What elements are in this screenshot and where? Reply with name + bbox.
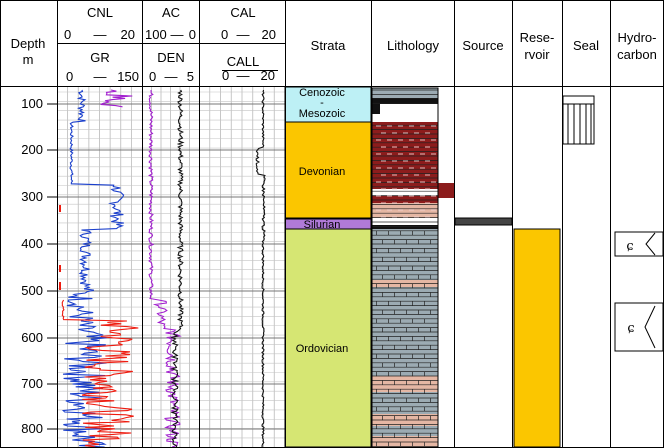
den-scale-right: 5: [187, 69, 194, 84]
label-ordovician: Ordovician: [296, 343, 349, 355]
depth-tick-200: 200: [21, 142, 43, 157]
depth-axis: 100 200 300 400 500 600 700 800: [21, 96, 57, 436]
hydrocarbon-symbol-icon: ɕ: [627, 321, 634, 336]
cnl-scale-dash: —: [94, 27, 107, 42]
gr-scale-left: 0: [66, 69, 73, 84]
depth-title: Depth: [11, 36, 46, 51]
call-label: CALL: [227, 54, 260, 69]
label-devonian: Devonian: [299, 166, 345, 178]
den-scale-dash: —: [165, 69, 178, 84]
ac-scale-dash: —: [171, 27, 184, 42]
reservoir-interval-bar: [513, 228, 561, 448]
ac-curve: [170, 89, 185, 448]
cal-curve: [255, 89, 266, 447]
header-depth: Depth m: [11, 36, 46, 67]
call-scale-left: 0: [222, 68, 229, 83]
strata-labels: Cenozoic - Mesozoic Devonian Silurian Or…: [296, 87, 349, 355]
ac-den-track-grid: [142, 87, 199, 448]
ac-scale-right: 0: [189, 27, 196, 42]
depth-tick-300: 300: [21, 189, 43, 204]
source-header: Source: [462, 38, 503, 53]
cal-label: CAL: [230, 5, 255, 20]
ac-label: AC: [162, 5, 180, 20]
header-track1: CNL 0 — 20 GR 0 — 150: [64, 5, 139, 84]
cnl-label: CNL: [87, 5, 113, 20]
seal-header: Seal: [573, 38, 599, 53]
hydrocarbon-show-lower: ɕ: [614, 302, 664, 352]
call-scale-dash: —: [237, 68, 250, 83]
depth-tick-500: 500: [21, 283, 43, 298]
depth-tick-100: 100: [21, 96, 43, 111]
depth-tick-800: 800: [21, 421, 43, 436]
hydrocarbon-header-line2: carbon: [617, 47, 657, 62]
den-scale-left: 0: [149, 69, 156, 84]
reservoir-header-line1: Rese-: [520, 30, 555, 45]
label-mesozoic: Mesozoic: [299, 108, 346, 120]
cal-call-track-grid: [199, 87, 285, 448]
stratum-ordovician: [284, 228, 372, 448]
depth-tick-600: 600: [21, 330, 43, 345]
lithology-column: [371, 87, 454, 448]
header-track3: CAL 0 — 20 CALL 0 — 20: [221, 5, 278, 83]
log-curves: [59, 89, 266, 448]
label-cenozoic-dash: -: [320, 97, 324, 109]
gr-scale-right: 150: [117, 69, 139, 84]
depth-tick-400: 400: [21, 236, 43, 251]
hydrocarbon-symbol-icon: ɕ: [626, 239, 633, 254]
cnl-scale-right: 20: [121, 27, 135, 42]
gr-scale-dash: —: [94, 69, 107, 84]
lithology-header: Lithology: [387, 38, 440, 53]
ac-scale-left: 100: [145, 27, 167, 42]
call-scale-right: 20: [261, 68, 275, 83]
den-curve: [148, 89, 182, 448]
label-silurian: Silurian: [304, 219, 341, 231]
source-rock-bar: [454, 217, 513, 226]
label-cenozoic: Cenozoic: [299, 87, 345, 99]
cal-scale-right: 20: [262, 27, 276, 42]
cal-scale-dash: —: [237, 27, 250, 42]
gr-cnl-track-grid: [57, 87, 142, 448]
strata-header: Strata: [311, 38, 346, 53]
cal-scale-left: 0: [221, 27, 228, 42]
depth-unit: m: [23, 52, 34, 67]
seal-interval: [562, 95, 595, 145]
gr-label: GR: [90, 50, 110, 65]
hydrocarbon-header-line1: Hydro-: [617, 30, 656, 45]
den-label: DEN: [157, 50, 184, 65]
reservoir-header-line2: rvoir: [524, 47, 550, 62]
cnl-curve: [61, 299, 139, 448]
cnl-top-curve: [100, 89, 133, 108]
cnl-scale-left: 0: [64, 27, 71, 42]
header-track2: AC 100 — 0 DEN 0 — 5: [145, 5, 196, 84]
depth-tick-700: 700: [21, 376, 43, 391]
strata-column: [284, 86, 372, 448]
hydrocarbon-show-upper: ɕ: [614, 231, 664, 257]
gr-curve: [61, 89, 125, 448]
